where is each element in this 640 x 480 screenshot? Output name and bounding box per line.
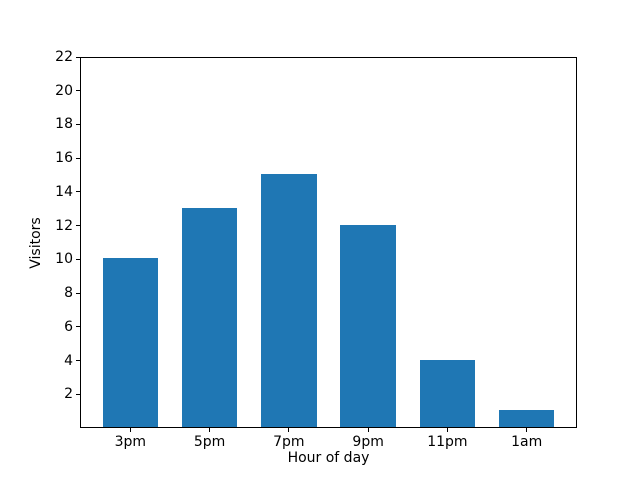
plot-area [80,57,577,428]
y-tick-label: 8 [64,285,73,302]
x-tick-label: 11pm [427,434,468,450]
bar-9pm [340,224,396,427]
x-tick-mark [526,428,528,432]
x-tick-mark [288,428,290,432]
y-tick-mark [76,225,80,227]
y-tick-label: 10 [55,251,73,268]
bar-3pm [102,258,159,427]
x-tick-mark [446,428,448,432]
y-tick-label: 6 [64,318,73,335]
x-tick-label: 3pm [114,434,147,450]
x-axis-label: Hour of day [287,450,370,466]
y-tick-mark [76,326,80,328]
x-tick-label: 5pm [193,434,226,450]
bar-11pm [419,359,476,427]
y-tick-label: 22 [55,49,73,65]
y-tick-mark [76,258,80,260]
y-tick-mark [76,157,80,159]
y-tick-label: 18 [55,116,73,133]
y-tick-label: 20 [55,82,73,99]
x-tick-label: 7pm [273,434,305,450]
y-tick-mark [76,292,80,294]
y-tick-mark [76,191,80,193]
y-tick-mark [76,360,80,362]
bar-7pm [261,174,317,427]
x-tick-label: 1am [511,434,543,450]
x-tick-label: 9pm [352,434,384,450]
bar-1am [498,410,555,427]
y-axis-label: Visitors [28,217,44,269]
x-tick-mark [209,428,211,432]
y-tick-mark [76,56,80,58]
y-tick-label: 2 [64,386,73,403]
y-tick-label: 16 [55,150,73,167]
y-tick-mark [76,90,80,92]
y-tick-mark [76,393,80,395]
y-tick-label: 12 [55,217,73,234]
x-tick-mark [129,428,131,432]
y-tick-mark [76,123,80,125]
y-tick-label: 4 [64,352,73,369]
y-tick-label: 14 [55,183,73,200]
bar-5pm [181,207,238,427]
x-tick-mark [367,428,369,432]
